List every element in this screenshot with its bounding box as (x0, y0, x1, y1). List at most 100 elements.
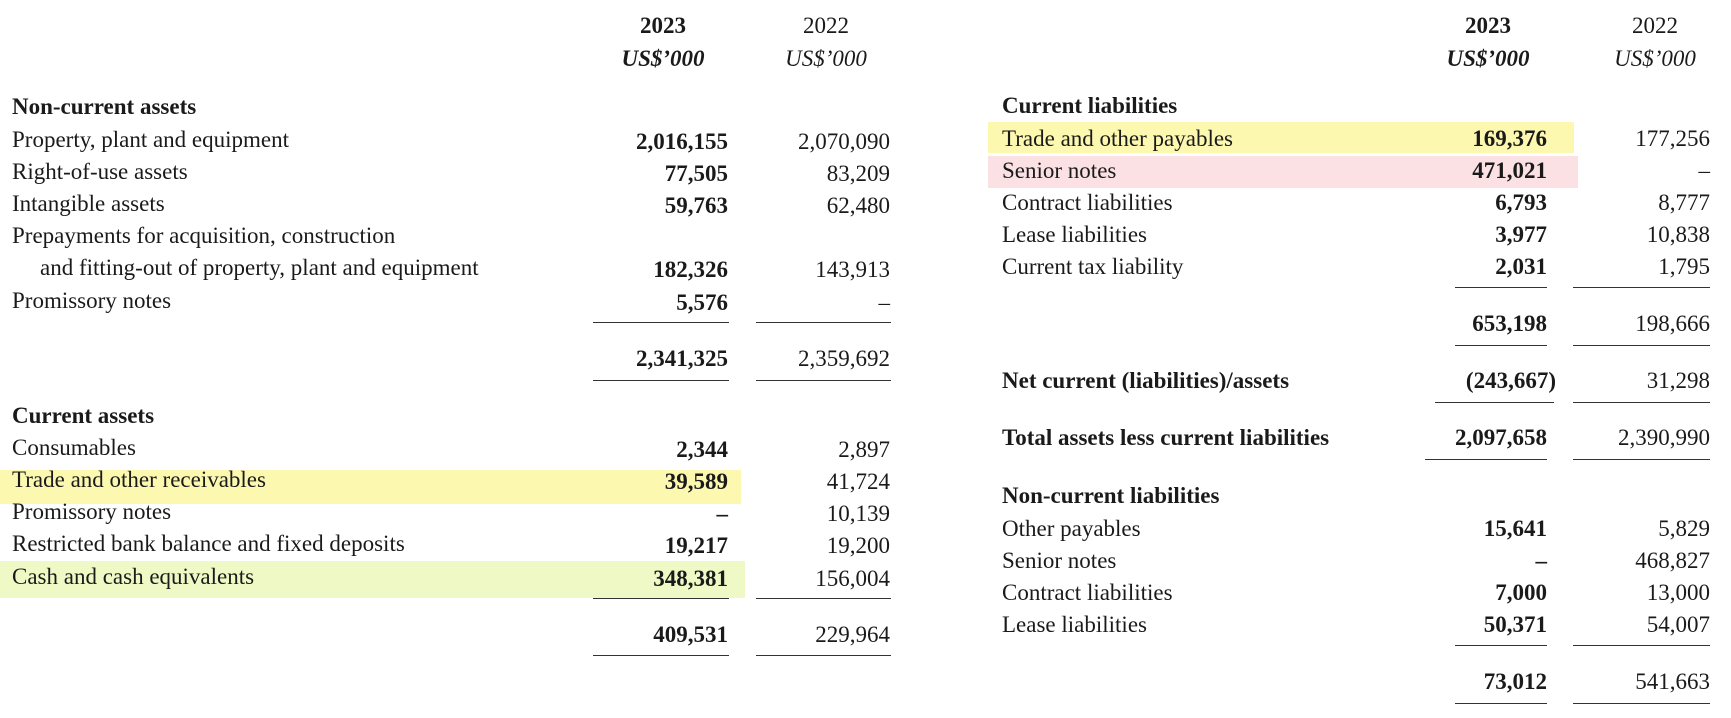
net-current-2022: 31,298 (1646, 368, 1710, 393)
value-2022: 19,200 (826, 533, 890, 558)
total-assets-less-label: Total assets less current liabilities (1002, 425, 1330, 450)
header-year-2023-right: 2023 (1465, 13, 1511, 38)
value-2023: 7,000 (1495, 580, 1547, 605)
value-2022: 41,724 (826, 469, 890, 494)
value-2022: 2,070,090 (798, 129, 890, 154)
rule (1573, 345, 1710, 346)
total-assets-less-2022: 2,390,990 (1618, 425, 1710, 450)
row-label: Other payables (1002, 516, 1141, 541)
rule (593, 380, 729, 381)
value-2022: 8,777 (1658, 190, 1710, 215)
value-2023: 3,977 (1495, 222, 1547, 247)
value-2022: 13,000 (1646, 580, 1710, 605)
row-label: Senior notes (1002, 548, 1117, 573)
section-heading-non-current-liabilities: Non-current liabilities (1002, 483, 1220, 508)
highlight-trade-payables (988, 122, 1574, 153)
subtotal-2022: 541,663 (1635, 669, 1710, 694)
header-unit-2023-right: US$’000 (1446, 46, 1530, 71)
row-label: Restricted bank balance and fixed deposi… (12, 531, 405, 556)
row-label: Trade and other payables (1002, 126, 1233, 151)
value-2023: 2,016,155 (636, 129, 728, 154)
value-2022: 1,795 (1658, 254, 1710, 279)
value-2023: 59,763 (664, 193, 728, 218)
row-label: Trade and other receivables (12, 467, 266, 492)
rule (593, 598, 729, 599)
row-label: Promissory notes (12, 288, 172, 313)
row-label: Right-of-use assets (12, 159, 188, 184)
rule (1455, 287, 1547, 288)
value-2022: 5,829 (1658, 516, 1710, 541)
rule (1573, 402, 1710, 403)
value-2023: 5,576 (676, 290, 728, 315)
header-year-2023-left: 2023 (640, 13, 686, 38)
subtotal-2023: 2,341,325 (636, 346, 728, 371)
row-label: Intangible assets (12, 191, 165, 216)
value-2023: – (1535, 548, 1548, 573)
value-2022: 2,897 (838, 437, 890, 462)
value-2022: 83,209 (826, 161, 890, 186)
subtotal-2023: 409,531 (653, 622, 728, 647)
value-2023: 50,371 (1483, 612, 1547, 637)
value-2022: – (878, 290, 891, 315)
value-2023: 2,344 (676, 437, 728, 462)
value-2022: 468,827 (1635, 548, 1710, 573)
net-current-2023: (243,667) (1465, 368, 1556, 393)
value-2023: 169,376 (1472, 126, 1547, 151)
value-2022: 62,480 (826, 193, 890, 218)
rule (1455, 345, 1547, 346)
rule (1573, 287, 1710, 288)
value-2023: 348,381 (653, 566, 728, 591)
rule (593, 322, 729, 323)
value-2022: 156,004 (815, 566, 890, 591)
row-label: Contract liabilities (1002, 190, 1173, 215)
header-unit-2022-right: US$’000 (1614, 46, 1696, 71)
rule (1573, 703, 1710, 704)
row-label: Lease liabilities (1002, 612, 1147, 637)
row-label: Consumables (12, 435, 136, 460)
subtotal-2022: 2,359,692 (798, 346, 890, 371)
section-heading-current-assets: Current assets (12, 403, 155, 428)
header-year-2022-left: 2022 (803, 13, 849, 38)
header-year-2022-right: 2022 (1632, 13, 1678, 38)
rule (1425, 459, 1547, 460)
value-2022: – (1698, 158, 1711, 183)
row-label: Prepayments for acquisition, constructio… (12, 223, 396, 248)
rule (1573, 645, 1710, 646)
value-2023: 471,021 (1472, 158, 1547, 183)
row-label: Promissory notes (12, 499, 172, 524)
value-2023: 6,793 (1495, 190, 1547, 215)
subtotal-2022: 198,666 (1635, 311, 1710, 336)
highlight-cash-equivalents (0, 561, 745, 598)
rule (1455, 703, 1547, 704)
row-label: Current tax liability (1002, 254, 1184, 279)
rule (593, 655, 729, 656)
rule (756, 655, 891, 656)
rule (1455, 645, 1547, 646)
value-2022: 10,139 (826, 501, 890, 526)
value-2023: 39,589 (664, 469, 728, 494)
rule (756, 380, 891, 381)
subtotal-2023: 73,012 (1483, 669, 1547, 694)
section-heading-non-current-assets: Non-current assets (12, 94, 197, 119)
total-assets-less-2023: 2,097,658 (1455, 425, 1547, 450)
rule (756, 598, 891, 599)
section-heading-current-liabilities: Current liabilities (1002, 93, 1178, 118)
highlight-senior-notes (988, 156, 1578, 188)
rule (756, 322, 891, 323)
net-current-label: Net current (liabilities)/assets (1002, 368, 1290, 393)
row-label: Lease liabilities (1002, 222, 1147, 247)
highlight-trade-receivables (0, 470, 741, 504)
row-label-continued: and fitting-out of property, plant and e… (40, 255, 479, 280)
value-2023: 182,326 (653, 257, 728, 282)
row-label: Contract liabilities (1002, 580, 1173, 605)
value-2023: 19,217 (664, 533, 728, 558)
row-label: Property, plant and equipment (12, 127, 289, 152)
value-2023: 77,505 (664, 161, 728, 186)
value-2023: 2,031 (1495, 254, 1547, 279)
value-2022: 10,838 (1646, 222, 1710, 247)
value-2023: – (716, 501, 729, 526)
value-2022: 143,913 (815, 257, 890, 282)
subtotal-2022: 229,964 (815, 622, 890, 647)
value-2022: 177,256 (1635, 126, 1710, 151)
row-label: Cash and cash equivalents (12, 564, 255, 589)
